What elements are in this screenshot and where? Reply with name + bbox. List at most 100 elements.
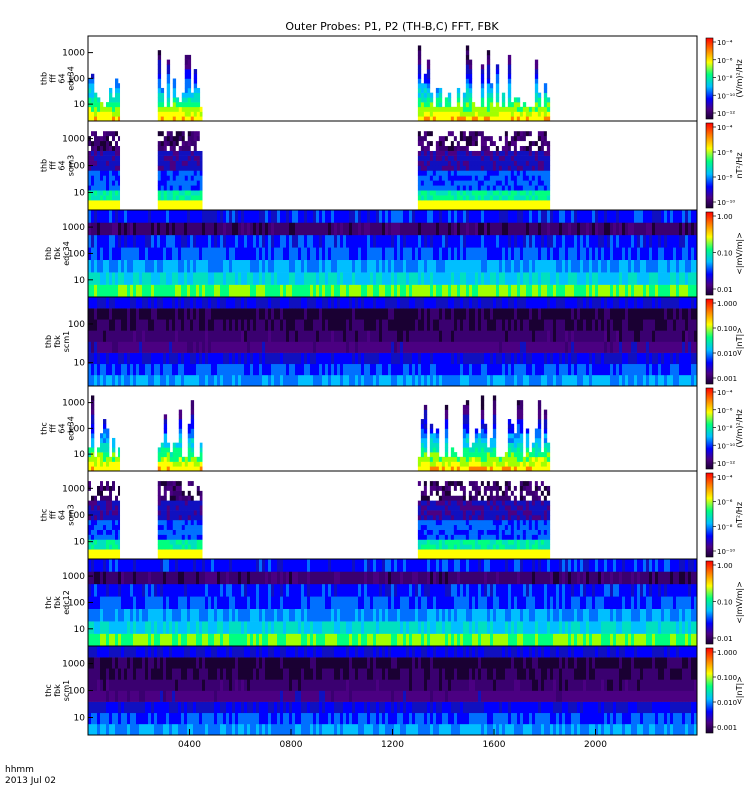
- heat-cell: [514, 375, 517, 386]
- heat-cell: [325, 297, 328, 308]
- heat-cell: [313, 285, 316, 298]
- heat-cell: [421, 297, 424, 308]
- heat-cell: [166, 297, 169, 308]
- heat-cell: [556, 272, 559, 285]
- heat-cell: [664, 308, 667, 319]
- heat-cell: [200, 170, 203, 175]
- heat-cell: [115, 200, 118, 205]
- heat-cell: [271, 353, 274, 364]
- heat-cell: [472, 222, 475, 235]
- heat-cell: [94, 136, 97, 141]
- heat-cell: [487, 180, 490, 185]
- heat-cell: [142, 285, 145, 298]
- heat-cell: [469, 161, 472, 166]
- heat-cell: [301, 285, 304, 298]
- heat-cell: [118, 121, 120, 126]
- heat-cell: [406, 364, 409, 375]
- heat-cell: [188, 146, 191, 151]
- heat-cell: [607, 247, 610, 260]
- heat-cell: [370, 364, 373, 375]
- heat-cell: [295, 210, 298, 223]
- heat-cell: [472, 235, 475, 248]
- y-tick-label: 1000: [62, 223, 85, 233]
- heat-cell: [103, 170, 106, 175]
- heat-cell: [502, 151, 505, 156]
- heat-cell: [370, 330, 373, 341]
- heat-cell: [106, 235, 109, 248]
- heat-cell: [181, 308, 184, 319]
- heat-cell: [388, 272, 391, 285]
- heat-cell: [481, 285, 484, 298]
- heat-cell: [655, 235, 658, 248]
- heat-cell: [472, 210, 475, 223]
- heat-cell: [178, 210, 181, 223]
- heat-cell: [121, 260, 124, 273]
- heat-cell: [475, 375, 478, 386]
- heat-cell: [568, 319, 571, 330]
- heat-cell: [194, 126, 197, 131]
- heat-cell: [493, 200, 496, 205]
- heat-cell: [496, 97, 499, 102]
- heat-cell: [427, 93, 430, 98]
- heat-cell: [176, 97, 179, 102]
- heat-cell: [526, 185, 529, 190]
- heat-cell: [469, 166, 472, 171]
- heat-cell: [331, 285, 334, 298]
- heat-cell: [454, 210, 457, 223]
- heat-cell: [217, 210, 220, 223]
- heat-cell: [493, 107, 496, 112]
- heat-cell: [361, 285, 364, 298]
- heat-cell: [646, 308, 649, 319]
- heat-cell: [167, 190, 170, 195]
- heat-cell: [643, 297, 646, 308]
- heat-cell: [466, 170, 469, 175]
- y-axis-label: thb: [40, 72, 49, 85]
- heat-cell: [478, 190, 481, 195]
- heat-cell: [103, 200, 106, 205]
- heat-cell: [544, 102, 547, 107]
- heat-cell: [526, 161, 529, 166]
- heat-cell: [490, 210, 493, 223]
- heat-cell: [514, 112, 517, 117]
- heat-cell: [250, 235, 253, 248]
- heat-cell: [541, 190, 544, 195]
- heat-cell: [331, 235, 334, 248]
- heat-cell: [418, 112, 421, 117]
- heat-cell: [478, 200, 481, 205]
- heat-cell: [158, 185, 161, 190]
- heat-cell: [202, 297, 205, 308]
- heat-cell: [526, 353, 529, 364]
- heat-cell: [514, 364, 517, 375]
- heat-cell: [505, 166, 508, 171]
- heat-cell: [457, 260, 460, 273]
- heat-cell: [664, 285, 667, 298]
- heat-cell: [421, 235, 424, 248]
- heat-cell: [200, 146, 203, 151]
- heat-cell: [164, 424, 167, 429]
- heat-cell: [220, 319, 223, 330]
- heat-cell: [574, 297, 577, 308]
- heat-cell: [445, 136, 448, 141]
- heat-cell: [379, 375, 382, 386]
- heat-cell: [358, 247, 361, 260]
- heat-cell: [199, 364, 202, 375]
- heat-cell: [170, 166, 173, 171]
- heat-cell: [157, 222, 160, 235]
- heat-cell: [538, 308, 541, 319]
- heat-cell: [421, 97, 424, 102]
- heat-cell: [184, 319, 187, 330]
- heat-cell: [490, 151, 493, 156]
- heat-cell: [469, 126, 472, 131]
- heat-cell: [319, 222, 322, 235]
- heat-cell: [226, 210, 229, 223]
- heat-cell: [556, 297, 559, 308]
- heat-cell: [115, 112, 118, 117]
- heat-cell: [161, 126, 164, 131]
- heat-cell: [190, 330, 193, 341]
- heat-cell: [100, 364, 103, 375]
- heat-cell: [655, 297, 658, 308]
- heat-cell: [271, 364, 274, 375]
- heat-cell: [331, 222, 334, 235]
- heat-cell: [535, 190, 538, 195]
- heat-cell: [91, 156, 94, 161]
